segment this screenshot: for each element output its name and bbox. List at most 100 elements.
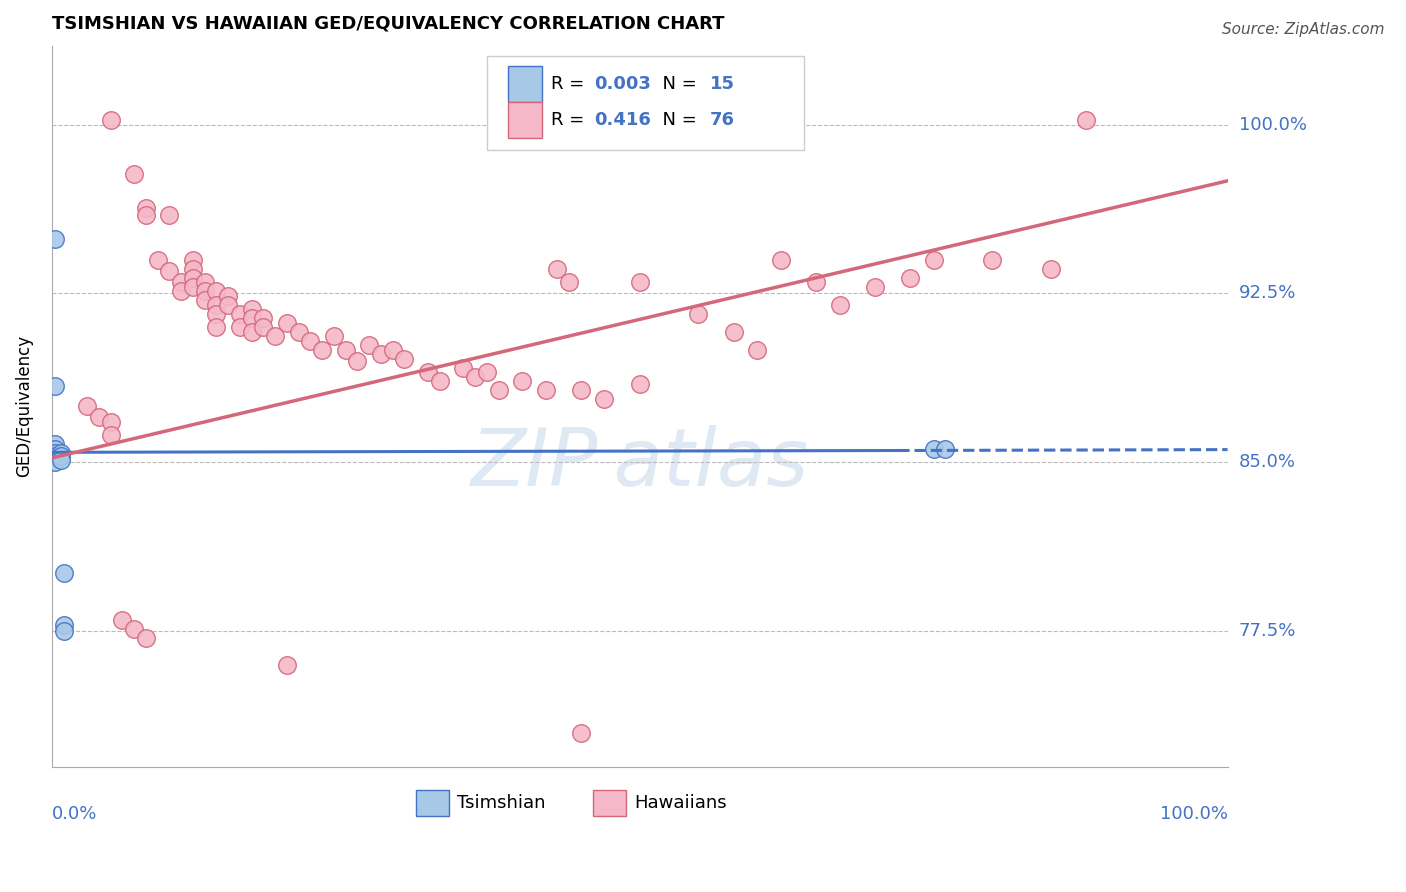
Text: 85.0%: 85.0% — [1239, 453, 1296, 472]
Point — [135, 208, 157, 222]
Point — [628, 376, 651, 391]
Point — [44, 437, 66, 451]
Text: Hawaiians: Hawaiians — [634, 794, 727, 812]
Y-axis label: GED/Equivalency: GED/Equivalency — [15, 335, 32, 477]
Point — [723, 325, 745, 339]
Text: R =: R = — [551, 75, 591, 93]
Point — [1076, 113, 1098, 128]
Point — [194, 293, 217, 308]
Point — [628, 275, 651, 289]
Point — [205, 320, 228, 334]
Point — [52, 624, 75, 639]
Point — [311, 343, 333, 357]
Point — [240, 325, 263, 339]
Text: 77.5%: 77.5% — [1239, 623, 1296, 640]
Point — [44, 455, 66, 469]
Point — [429, 375, 451, 389]
Point — [181, 252, 204, 267]
Text: 100.0%: 100.0% — [1160, 805, 1227, 823]
Text: 100.0%: 100.0% — [1239, 116, 1306, 134]
Point — [87, 410, 110, 425]
Point — [1040, 261, 1063, 276]
Point — [44, 449, 66, 463]
Point — [122, 622, 145, 636]
Point — [593, 392, 616, 407]
Point — [240, 302, 263, 317]
Text: 76: 76 — [710, 111, 735, 129]
Point — [546, 261, 568, 276]
Point — [44, 232, 66, 246]
Point — [558, 275, 581, 289]
Point — [416, 365, 439, 379]
Point — [804, 275, 827, 289]
Text: TSIMSHIAN VS HAWAIIAN GED/EQUIVALENCY CORRELATION CHART: TSIMSHIAN VS HAWAIIAN GED/EQUIVALENCY CO… — [52, 15, 724, 33]
Point — [170, 275, 193, 289]
Text: 15: 15 — [710, 75, 735, 93]
Point — [688, 307, 710, 321]
Point — [569, 384, 592, 398]
Text: ZIP atlas: ZIP atlas — [471, 425, 808, 503]
Point — [370, 347, 392, 361]
Text: N =: N = — [651, 111, 703, 129]
Point — [157, 264, 180, 278]
Point — [335, 343, 357, 357]
Point — [205, 298, 228, 312]
Point — [135, 201, 157, 215]
Point — [346, 354, 368, 368]
Point — [181, 270, 204, 285]
FancyBboxPatch shape — [508, 103, 543, 137]
Point — [111, 613, 134, 627]
Point — [569, 726, 592, 740]
Text: N =: N = — [651, 75, 703, 93]
Point — [464, 369, 486, 384]
Point — [934, 442, 956, 456]
Point — [229, 320, 252, 334]
Text: 0.0%: 0.0% — [52, 805, 97, 823]
Point — [747, 343, 769, 357]
Point — [359, 338, 381, 352]
Point — [205, 284, 228, 298]
Point — [863, 279, 886, 293]
Point — [100, 428, 122, 442]
Point — [240, 311, 263, 326]
Point — [451, 360, 474, 375]
Point — [52, 566, 75, 580]
Point — [828, 298, 851, 312]
Point — [898, 270, 921, 285]
Point — [49, 449, 72, 463]
Point — [252, 320, 274, 334]
Point — [323, 329, 346, 343]
Text: Source: ZipAtlas.com: Source: ZipAtlas.com — [1222, 22, 1385, 37]
Text: R =: R = — [551, 111, 591, 129]
Point — [510, 375, 533, 389]
Point — [252, 311, 274, 326]
FancyBboxPatch shape — [416, 789, 449, 815]
Point — [194, 284, 217, 298]
Point — [264, 329, 287, 343]
Point — [49, 446, 72, 460]
Point — [194, 275, 217, 289]
Point — [181, 279, 204, 293]
Point — [170, 284, 193, 298]
Point — [44, 379, 66, 393]
Point — [146, 252, 169, 267]
Text: 0.416: 0.416 — [593, 111, 651, 129]
Point — [44, 446, 66, 460]
Point — [135, 631, 157, 645]
FancyBboxPatch shape — [508, 66, 543, 102]
Point — [100, 415, 122, 429]
Point — [44, 442, 66, 456]
Point — [488, 384, 510, 398]
Point — [52, 617, 75, 632]
Point — [217, 298, 239, 312]
Point — [205, 307, 228, 321]
Point — [217, 289, 239, 303]
Point — [981, 252, 1004, 267]
Point — [100, 113, 122, 128]
Point — [922, 442, 945, 456]
Point — [157, 208, 180, 222]
Point — [287, 325, 309, 339]
Point — [49, 453, 72, 467]
FancyBboxPatch shape — [486, 56, 804, 150]
Point — [76, 399, 98, 413]
